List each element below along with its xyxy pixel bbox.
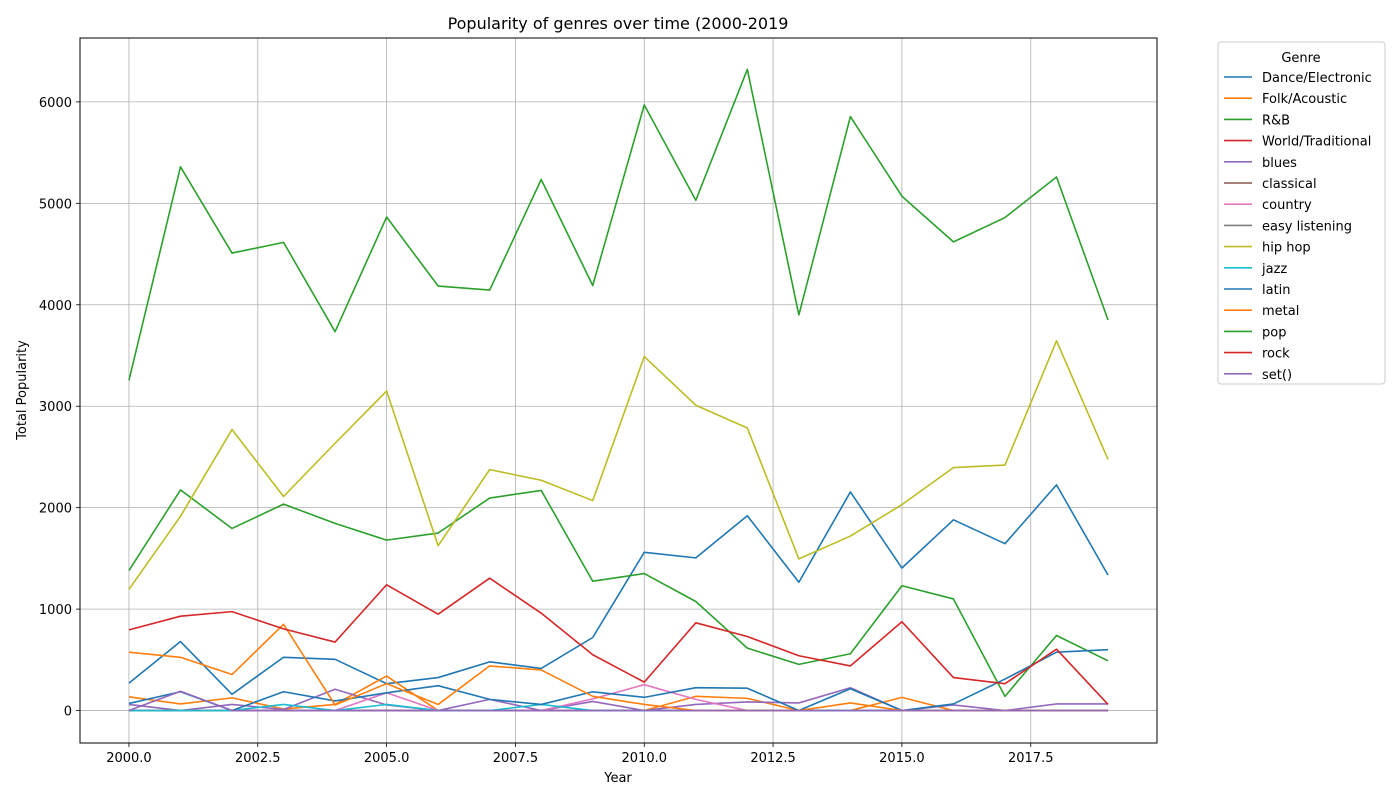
legend-items: Dance/Electronic Folk/Acoustic R&B World/Tr… — [1224, 71, 1372, 383]
legend-label: blues — [1262, 156, 1297, 171]
legend-item-pop: pop — [1224, 325, 1286, 340]
series-line-pop — [128, 68, 1109, 381]
y-tick-label: 3000 — [39, 400, 72, 415]
legend-label: hip hop — [1262, 241, 1311, 256]
legend-item-country: country — [1224, 198, 1312, 213]
y-tick-label: 0 — [64, 705, 72, 720]
y-axis-label: Total Popularity — [15, 340, 30, 441]
y-tick-label: 6000 — [39, 96, 72, 111]
chart-title: Popularity of genres over time (2000-201… — [448, 14, 789, 33]
legend-item-r-b: R&B — [1224, 113, 1290, 128]
legend-item-hip-hop: hip hop — [1224, 241, 1311, 256]
series-line-hip-hop — [128, 339, 1109, 590]
legend-frame — [1217, 41, 1386, 385]
x-tick-label: 2017.5 — [1008, 751, 1054, 766]
legend-label: rock — [1262, 347, 1290, 362]
legend-item-classical: classical — [1224, 177, 1317, 192]
legend-item-rock: rock — [1224, 347, 1290, 362]
y-tick-label: 2000 — [39, 502, 72, 517]
x-tick-label: 2010.0 — [622, 751, 668, 766]
y-tick-label: 4000 — [39, 299, 72, 314]
legend-label: World/Traditional — [1262, 135, 1371, 150]
series-line-dance-electronic — [128, 484, 1109, 696]
legend-label: country — [1262, 198, 1312, 213]
grid — [80, 38, 1157, 743]
legend-label: R&B — [1262, 113, 1290, 128]
legend-item-easy-listening: easy listening — [1224, 219, 1352, 234]
legend-item-jazz: jazz — [1224, 262, 1287, 277]
series-line-set — [128, 690, 1109, 712]
x-tick-label: 2002.5 — [235, 751, 281, 766]
legend-label: metal — [1262, 304, 1299, 319]
series-line-r-b — [128, 489, 1109, 698]
legend-item-latin: latin — [1224, 283, 1291, 298]
legend-label: Folk/Acoustic — [1262, 92, 1347, 107]
series-line-rock — [128, 577, 1109, 705]
legend-item-folk-acoustic: Folk/Acoustic — [1224, 92, 1347, 107]
legend-label: Dance/Electronic — [1262, 71, 1372, 86]
legend-label: easy listening — [1262, 219, 1352, 234]
x-tick-label: 2000.0 — [106, 751, 152, 766]
series-lines — [128, 68, 1109, 712]
series-line-metal — [128, 623, 1109, 712]
legend-item-world-traditional: World/Traditional — [1224, 135, 1371, 150]
legend-label: classical — [1262, 177, 1317, 192]
x-tick-label: 2005.0 — [364, 751, 410, 766]
legend-item-dance-electronic: Dance/Electronic — [1224, 71, 1372, 86]
legend-item-metal: metal — [1224, 304, 1299, 319]
legend-label: pop — [1262, 325, 1286, 340]
legend-title: Genre — [1281, 51, 1320, 66]
x-tick-label: 2007.5 — [493, 751, 539, 766]
legend-item-blues: blues — [1224, 156, 1297, 171]
axis-ticks: 2000.0 2002.5 2005.0 2007.5 2010.0 2012.5 2015… — [39, 96, 1054, 766]
legend-label: set() — [1262, 368, 1292, 383]
legend-item-set: set() — [1224, 368, 1292, 383]
series-line-latin — [128, 648, 1109, 712]
legend: Genre Dance/Electronic Folk/Acoustic R&B Wo… — [1217, 41, 1386, 385]
y-tick-label: 5000 — [39, 197, 72, 212]
legend-label: latin — [1262, 283, 1291, 298]
x-axis-label: Year — [603, 771, 632, 786]
plot-frame — [79, 37, 1158, 744]
x-tick-label: 2015.0 — [879, 751, 925, 766]
y-tick-label: 1000 — [39, 603, 72, 618]
legend-label: jazz — [1261, 262, 1287, 277]
x-tick-label: 2012.5 — [750, 751, 796, 766]
